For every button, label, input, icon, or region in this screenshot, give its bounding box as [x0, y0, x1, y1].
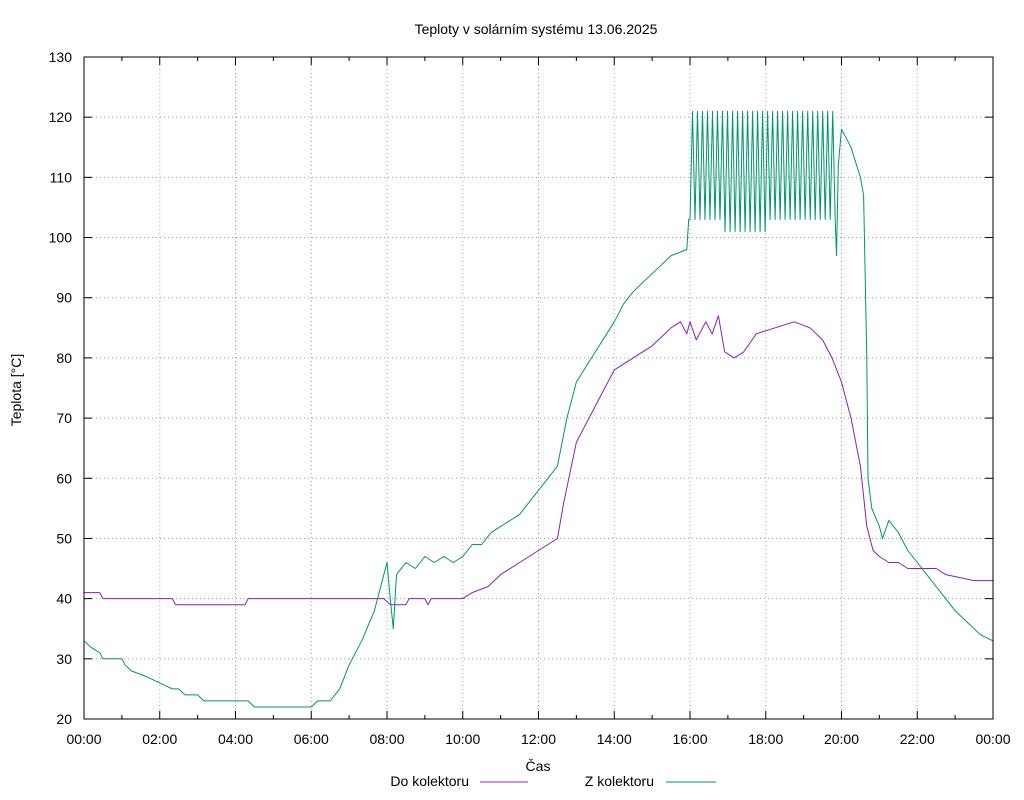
y-tick-label: 100: [49, 230, 73, 246]
y-tick-label: 80: [56, 350, 72, 366]
x-tick-label: 16:00: [672, 731, 707, 747]
plot-frame: [83, 56, 994, 720]
x-tick-label: 12:00: [521, 731, 556, 747]
x-tick-label: 22:00: [900, 731, 935, 747]
legend-label-z-kolektoru: Z kolektoru: [585, 773, 654, 789]
series-line-z-kolektoru: [83, 110, 994, 708]
x-axis-ticks: 00:00 02:00 04:00 06:00 08:00 10:00 12:00 14:00…: [66, 57, 1011, 747]
y-tick-label: 110: [50, 169, 73, 185]
y-tick-label: 20: [56, 711, 72, 727]
y-axis-ticks: 20 30 40 50 60 70 80 90 100 110 120 130: [49, 49, 993, 727]
y-tick-label: 40: [56, 591, 72, 607]
y-tick-label: 90: [56, 290, 72, 306]
chart-title: Teploty v solárním systému 13.06.2025: [415, 21, 658, 37]
x-tick-label: 06:00: [294, 731, 329, 747]
x-tick-label: 04:00: [218, 731, 253, 747]
series-lines: [83, 110, 994, 708]
x-tick-label: 14:00: [597, 731, 632, 747]
x-axis-label: Čas: [526, 758, 551, 774]
legend: Do kolektoru Z kolektoru: [390, 773, 716, 789]
y-tick-label: 130: [49, 49, 73, 65]
y-tick-label: 70: [56, 410, 72, 426]
x-tick-label: 20:00: [824, 731, 859, 747]
x-tick-label: 18:00: [748, 731, 783, 747]
y-axis-label: Teplota [°C]: [8, 354, 24, 427]
y-tick-label: 60: [56, 470, 72, 486]
y-tick-label: 50: [56, 530, 72, 546]
series-line-do-kolektoru: [84, 315, 993, 606]
y-tick-label: 30: [56, 651, 72, 667]
x-tick-label: 00:00: [66, 731, 101, 747]
x-tick-label: 08:00: [369, 731, 404, 747]
x-tick-label: 00:00: [975, 731, 1010, 747]
y-tick-label: 120: [49, 109, 73, 125]
x-tick-label: 10:00: [445, 731, 480, 747]
x-tick-label: 02:00: [142, 731, 177, 747]
grid-lines: [84, 57, 993, 719]
legend-label-do-kolektoru: Do kolektoru: [390, 773, 469, 789]
